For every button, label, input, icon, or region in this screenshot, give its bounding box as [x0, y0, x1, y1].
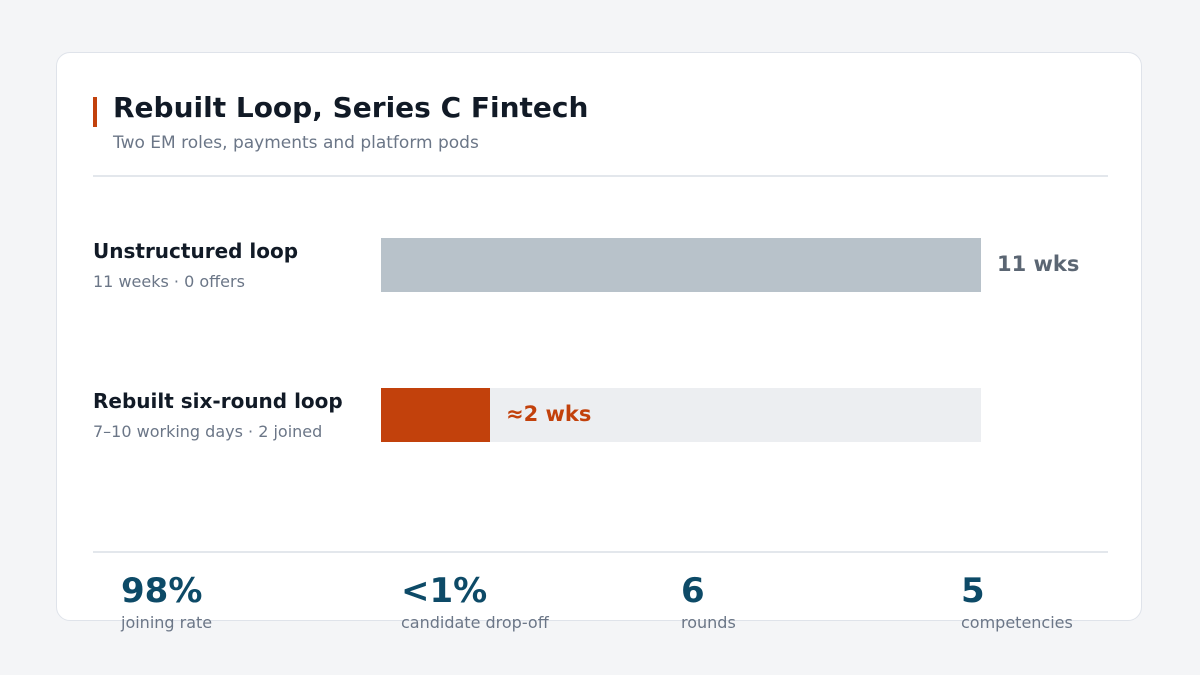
bar-track-unstructured: 11 wks — [381, 238, 1079, 292]
stat-drop-off-label: candidate drop-off — [401, 613, 549, 632]
row-detail-rebuilt: 7–10 working days · 2 joined — [93, 422, 323, 441]
bar-value-rebuilt: ≈2 wks — [506, 402, 592, 426]
bar-value-unstructured: 11 wks — [997, 252, 1080, 276]
bar-rebuilt — [381, 388, 490, 442]
stat-rounds-label: rounds — [681, 613, 736, 632]
header-divider — [93, 175, 1108, 177]
stat-joining-rate-label: joining rate — [121, 613, 213, 632]
stats-divider — [93, 551, 1108, 553]
row-label-unstructured: Unstructured loop — [93, 239, 299, 263]
chart-subtitle: Two EM roles, payments and platform pods — [113, 133, 479, 153]
row-label-rebuilt: Rebuilt six-round loop — [93, 389, 343, 413]
stat-competencies-label: competencies — [961, 613, 1073, 632]
stat-rounds-value: 6 — [681, 571, 705, 611]
stat-competencies-value: 5 — [961, 571, 985, 611]
stat-drop-off-value: <1% — [401, 571, 488, 611]
bar-track-rebuilt: ≈2 wks — [381, 388, 981, 442]
stat-joining-rate-value: 98% — [121, 571, 203, 611]
bar-unstructured — [381, 238, 981, 292]
chart-title: Rebuilt Loop, Series C Fintech — [113, 91, 589, 124]
summary-card: Rebuilt Loop, Series C Fintech Two EM ro… — [56, 52, 1142, 632]
title-accent-bar — [93, 97, 97, 127]
row-detail-unstructured: 11 weeks · 0 offers — [93, 272, 245, 291]
